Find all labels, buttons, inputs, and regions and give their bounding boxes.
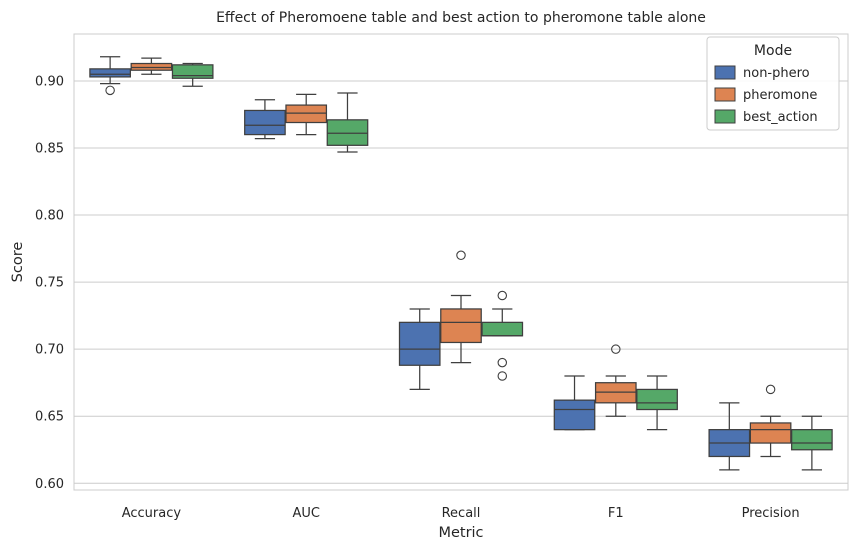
box-non-phero-F1 (553, 375, 596, 431)
outlier-point (765, 384, 776, 395)
legend-title: Mode (754, 43, 792, 59)
y-axis-ticks: 0.60 0.65 0.70 0.75 0.80 0.85 0.90 (35, 74, 64, 491)
y-tick-label: 0.70 (35, 343, 64, 358)
box-body (481, 321, 524, 337)
outlier-point (105, 85, 115, 96)
legend-label-best_action: best_action (743, 110, 818, 125)
x-tick-label: Recall (442, 506, 481, 521)
box-pheromone-Accuracy (130, 57, 173, 75)
chart-title: Effect of Pheromoene table and best acti… (216, 10, 706, 26)
box-body (130, 62, 173, 71)
box-body (749, 422, 792, 444)
box-non-phero-Recall (398, 308, 441, 391)
box-non-phero-Precision (708, 402, 751, 471)
box-body (791, 429, 833, 451)
x-axis-ticks: Accuracy AUC Recall F1 Precision (122, 506, 800, 521)
outlier-point (497, 357, 508, 368)
outlier-point (497, 290, 508, 301)
y-tick-label: 0.80 (35, 209, 64, 224)
box-body (326, 119, 369, 146)
box-body (636, 388, 678, 411)
box-body (89, 68, 131, 78)
outlier-point (497, 371, 508, 381)
x-tick-label: Precision (742, 506, 800, 521)
box-best_action-Accuracy (171, 62, 214, 87)
y-axis-label: Score (10, 242, 26, 283)
legend-label-non-phero: non-phero (743, 66, 810, 81)
box-body (171, 64, 214, 79)
y-tick-label: 0.90 (35, 74, 64, 89)
plot-frame (73, 33, 849, 491)
box-pheromone-AUC (285, 93, 328, 136)
box-non-phero-AUC (244, 99, 286, 140)
x-tick-label: F1 (608, 506, 624, 521)
box-pheromone-Precision (749, 384, 792, 458)
legend: Mode non-phero pheromone best_action (706, 36, 840, 131)
x-tick-label: AUC (292, 506, 320, 521)
y-tick-label: 0.60 (35, 477, 64, 492)
y-tick-label: 0.75 (35, 276, 64, 291)
box-pheromone-Recall (440, 250, 482, 364)
legend-swatch-non-phero (714, 65, 736, 80)
legend-label-pheromone: pheromone (743, 88, 817, 103)
x-axis-label: Metric (438, 525, 483, 541)
box-non-phero-Accuracy (89, 56, 131, 96)
legend-swatch-best_action (714, 109, 736, 124)
box-body (398, 321, 441, 366)
box-best_action-Precision (791, 415, 833, 471)
grid-layer (74, 80, 848, 484)
box-best_action-Recall (481, 290, 524, 381)
box-body (594, 382, 637, 404)
x-tick-label: Accuracy (122, 506, 182, 521)
legend-swatch-pheromone (714, 87, 736, 102)
outlier-point (456, 250, 466, 261)
box-body (440, 308, 482, 344)
box-body (244, 109, 286, 136)
box-best_action-AUC (326, 92, 369, 153)
boxes-layer (89, 56, 833, 471)
outlier-point (611, 344, 621, 354)
legend-frame (706, 36, 840, 131)
box-body (285, 104, 328, 124)
box-body (553, 399, 596, 431)
box-pheromone-F1 (594, 344, 637, 417)
y-tick-label: 0.65 (35, 410, 64, 425)
box-best_action-F1 (636, 375, 678, 431)
y-tick-label: 0.85 (35, 142, 64, 157)
